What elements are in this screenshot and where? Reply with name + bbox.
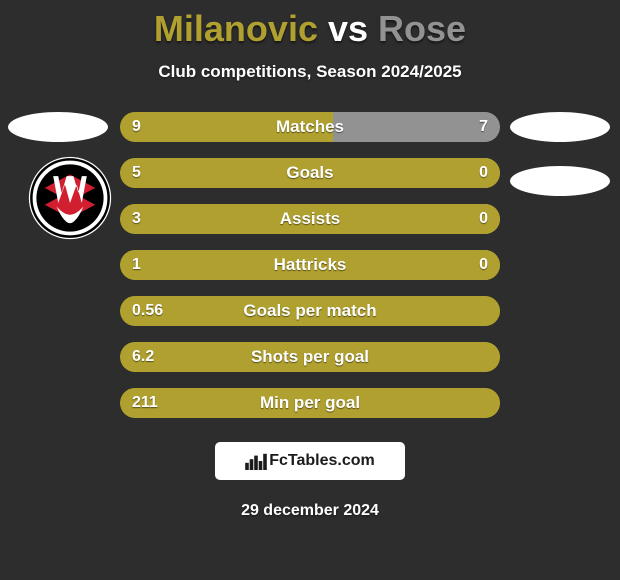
stat-value-left: 5 bbox=[132, 158, 141, 188]
bar-chart-icon bbox=[245, 452, 267, 470]
stat-label: Shots per goal bbox=[120, 342, 500, 372]
wanderers-badge-icon bbox=[28, 156, 112, 240]
title-vs: vs bbox=[328, 8, 368, 49]
stat-label: Goals bbox=[120, 158, 500, 188]
stat-value-left: 9 bbox=[132, 112, 141, 142]
stat-value-left: 1 bbox=[132, 250, 141, 280]
page-title: Milanovic vs Rose bbox=[154, 8, 466, 50]
stat-label: Hattricks bbox=[120, 250, 500, 280]
stat-label: Assists bbox=[120, 204, 500, 234]
title-player-a: Milanovic bbox=[154, 8, 318, 49]
player-photo-left-placeholder bbox=[8, 112, 108, 142]
stat-bars: Matches97Goals50Assists30Hattricks10Goal… bbox=[120, 112, 500, 418]
stat-row: Assists3 0 bbox=[120, 204, 500, 234]
stat-row: Hattricks1 0 bbox=[120, 250, 500, 280]
stat-label: Goals per match bbox=[120, 296, 500, 326]
stat-value-left: 3 bbox=[132, 204, 141, 234]
stat-row: Goals per match0.56 bbox=[120, 296, 500, 326]
player-photo-right-placeholder bbox=[510, 112, 610, 142]
stat-row: Min per goal211 bbox=[120, 388, 500, 418]
stat-label: Matches bbox=[120, 112, 500, 142]
branding-text: FcTables.com bbox=[269, 452, 375, 470]
stat-value-left: 0.56 bbox=[132, 296, 163, 326]
stat-value-right: 7 bbox=[479, 112, 488, 142]
page-subtitle: Club competitions, Season 2024/2025 bbox=[158, 62, 461, 82]
stat-value-right: 0 bbox=[479, 158, 488, 188]
stat-row: Shots per goal6.2 bbox=[120, 342, 500, 372]
comparison-panel: Matches97Goals50Assists30Hattricks10Goal… bbox=[0, 112, 620, 418]
stat-value-left: 6.2 bbox=[132, 342, 154, 372]
badge-w-letter-icon bbox=[53, 176, 87, 203]
stat-label: Min per goal bbox=[120, 388, 500, 418]
stat-row: Goals5 0 bbox=[120, 158, 500, 188]
stat-value-left: 211 bbox=[132, 388, 158, 418]
page-date: 29 december 2024 bbox=[241, 502, 379, 520]
branding-badge: FcTables.com bbox=[215, 442, 405, 480]
club-badge-right-placeholder bbox=[510, 166, 610, 196]
stat-value-right: 0 bbox=[479, 204, 488, 234]
title-player-b: Rose bbox=[378, 8, 466, 49]
stat-value-right: 0 bbox=[479, 250, 488, 280]
club-badge-left bbox=[28, 156, 112, 240]
stat-row: Matches9 7 bbox=[120, 112, 500, 142]
